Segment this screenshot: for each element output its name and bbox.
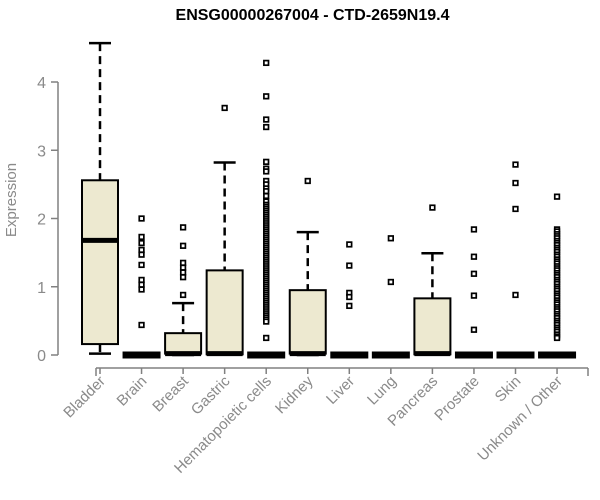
collapsed-box-unknown-other [538, 351, 577, 359]
outlier-point-hematopoietic-cells [263, 188, 270, 195]
outlier-point-brain [138, 215, 145, 222]
x-label-breast: Breast [149, 372, 192, 415]
outlier-point-breast [179, 259, 187, 267]
outlier-point-brain [138, 286, 145, 293]
outlier-point-hematopoietic-cells [263, 318, 270, 325]
x-label-lung: Lung [364, 373, 400, 409]
box-breast [164, 332, 203, 355]
outlier-point-hematopoietic-cells [263, 158, 270, 166]
outlier-point-hematopoietic-cells [263, 168, 270, 175]
box-kidney [288, 289, 327, 355]
outlier-point-breast [179, 274, 187, 281]
x-label-liver: Liver [323, 373, 358, 408]
outlier-point-brain [138, 276, 145, 284]
collapsed-box-hematopoietic-cells [247, 351, 286, 359]
y-axis-title: Expression [3, 163, 20, 237]
chart-title: ENSG00000267004 - CTD-2659N19.4 [175, 7, 450, 24]
outlier-point-brain [138, 233, 145, 241]
outlier-point-pancreas [429, 204, 436, 211]
outlier-point-hematopoietic-cells [263, 59, 270, 67]
y-tick-label-3: 3 [37, 143, 46, 160]
outlier-point-liver [346, 302, 353, 310]
box-gastric [205, 269, 244, 356]
y-tick-label-1: 1 [37, 280, 46, 297]
outlier-point-breast [179, 264, 187, 271]
outlier-point-prostate [470, 326, 478, 333]
y-tick-label-0: 0 [37, 348, 46, 365]
x-label-skin: Skin [492, 373, 525, 406]
outlier-point-skin [512, 291, 519, 299]
outlier-point-hematopoietic-cells [263, 192, 270, 200]
outlier-point-prostate [470, 270, 478, 277]
outlier-point-breast [179, 224, 187, 231]
collapsed-box-lung [371, 351, 410, 359]
outlier-point-unknown-other [553, 193, 561, 200]
outlier-point-gastric [221, 104, 228, 112]
outlier-point-liver [346, 262, 353, 269]
x-label-bladder: Bladder [60, 373, 109, 422]
x-label-kidney: Kidney [272, 372, 317, 417]
outlier-point-brain [138, 281, 145, 288]
x-label-brain: Brain [114, 373, 151, 410]
outlier-point-breast [179, 291, 187, 299]
outlier-point-skin [512, 161, 519, 168]
outlier-point-brain [138, 261, 145, 269]
outlier-point-liver [346, 241, 353, 248]
y-tick-label-4: 4 [37, 75, 46, 92]
outlier-point-lung [387, 278, 394, 286]
outlier-point-hematopoietic-cells [263, 334, 270, 342]
outlier-point-prostate [470, 226, 478, 233]
outlier-point-lung [387, 235, 394, 242]
outlier-point-hematopoietic-cells [263, 116, 270, 123]
outlier-point-prostate [470, 292, 478, 299]
outlier-point-breast [179, 242, 187, 249]
outlier-point-hematopoietic-cells [263, 93, 270, 100]
outlier-point-hematopoietic-cells [263, 123, 270, 131]
outlier-point-brain [138, 321, 145, 329]
outlier-point-skin [512, 205, 519, 213]
outlier-point-kidney [304, 177, 311, 185]
outlier-point-breast [179, 269, 187, 276]
outlier-point-unknown-other [553, 334, 561, 342]
outlier-point-skin [512, 179, 519, 187]
outlier-point-prostate [470, 253, 478, 260]
box-pancreas [413, 297, 452, 356]
outlier-point-brain [138, 246, 145, 254]
collapsed-box-brain [122, 351, 161, 359]
box-bladder [81, 179, 119, 346]
collapsed-box-prostate [454, 351, 493, 359]
outlier-point-brain [138, 251, 145, 258]
collapsed-box-liver [330, 351, 369, 359]
x-label-prostate: Prostate [431, 373, 483, 425]
outlier-point-liver [346, 293, 353, 301]
y-tick-label-2: 2 [37, 212, 46, 229]
collapsed-box-skin [496, 351, 535, 359]
outlier-point-brain [138, 239, 145, 247]
